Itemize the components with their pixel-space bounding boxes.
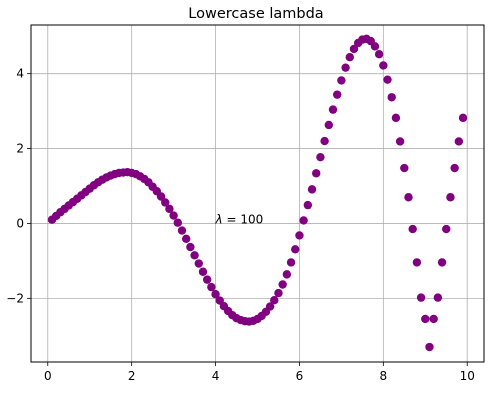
data-point	[416, 293, 426, 302]
lambda-annotation: λ = 100	[215, 212, 264, 226]
data-point	[412, 258, 422, 267]
data-point	[391, 113, 401, 123]
data-point	[324, 120, 334, 130]
data-point	[207, 282, 216, 292]
data-points	[47, 34, 468, 352]
data-point	[312, 169, 321, 178]
data-point	[299, 216, 308, 225]
data-point	[181, 234, 191, 244]
data-point	[429, 314, 438, 324]
data-point	[328, 105, 338, 114]
y-tick-label: 0	[16, 216, 24, 230]
data-point	[458, 113, 468, 123]
data-point	[169, 211, 178, 220]
data-point	[408, 224, 417, 234]
data-point	[370, 42, 380, 51]
data-point	[442, 224, 451, 234]
data-point	[379, 61, 388, 70]
data-point	[156, 192, 166, 201]
data-point	[278, 280, 287, 289]
data-point	[395, 137, 405, 146]
data-point	[446, 193, 455, 202]
data-point	[320, 136, 329, 146]
y-tick-label: −2	[6, 291, 24, 305]
lambda-value: = 100	[223, 212, 264, 226]
data-point	[282, 270, 292, 279]
data-point	[198, 267, 208, 276]
y-tick-label: 2	[16, 142, 24, 156]
data-point	[194, 259, 203, 268]
x-tick-label: 6	[296, 369, 304, 383]
data-point	[316, 152, 325, 162]
data-point	[349, 44, 359, 54]
data-point	[387, 93, 396, 102]
data-point	[291, 245, 300, 254]
data-point	[425, 342, 434, 352]
x-tick-label: 10	[460, 369, 475, 383]
data-point	[286, 258, 296, 267]
data-point	[332, 90, 342, 99]
data-point	[383, 75, 392, 84]
data-point	[307, 185, 317, 194]
data-point	[177, 226, 187, 235]
data-point	[341, 63, 350, 72]
x-tick-label: 0	[44, 369, 52, 383]
data-point	[165, 204, 174, 214]
lambda-symbol: λ	[215, 212, 223, 226]
plot-frame	[30, 24, 485, 363]
data-point	[161, 198, 170, 207]
data-point	[437, 258, 447, 267]
data-point	[337, 76, 346, 85]
chart-title: Lowercase lambda	[188, 6, 323, 22]
data-point	[433, 293, 443, 302]
data-point	[202, 275, 212, 284]
axis-ticks: 0 2 4 6 8 10 −2 0 2 4	[6, 67, 475, 383]
grid	[31, 25, 484, 362]
x-tick-label: 8	[380, 369, 388, 383]
data-point	[295, 231, 304, 240]
data-point	[400, 163, 409, 173]
data-point	[345, 53, 354, 62]
data-point	[186, 242, 195, 252]
data-point	[404, 193, 413, 202]
y-tick-label: 4	[16, 67, 24, 81]
data-point	[303, 200, 313, 210]
data-point	[173, 218, 183, 227]
data-point	[270, 296, 279, 305]
data-point	[454, 137, 464, 146]
data-point	[421, 314, 430, 324]
x-tick-label: 2	[128, 369, 136, 383]
data-point	[211, 290, 220, 299]
data-point	[450, 163, 459, 173]
data-point	[274, 288, 283, 298]
x-tick-label: 4	[212, 369, 220, 383]
data-point	[374, 50, 384, 59]
data-point	[265, 302, 275, 311]
data-point	[190, 251, 199, 260]
